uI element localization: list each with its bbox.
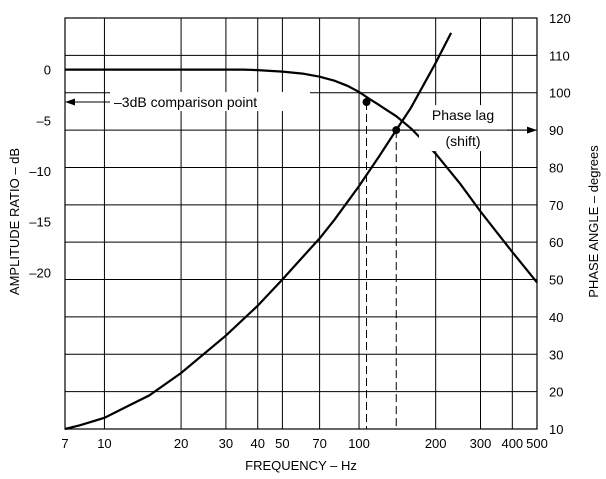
right-tick-label: 70 bbox=[549, 198, 563, 213]
left-tick-label: –15 bbox=[29, 215, 51, 230]
right-tick-label: 40 bbox=[549, 310, 563, 325]
grid-lines bbox=[64, 17, 538, 430]
x-tick-label: 10 bbox=[97, 436, 111, 451]
x-tick-label: 400 bbox=[501, 436, 523, 451]
x-tick-label: 70 bbox=[312, 436, 326, 451]
comparison-point-label: –3dB comparison point bbox=[114, 94, 257, 110]
x-tick-label: 30 bbox=[219, 436, 233, 451]
phase-lag-label: Phase lag bbox=[432, 107, 494, 123]
x-tick-label: 7 bbox=[61, 436, 68, 451]
left-tick-label: –20 bbox=[29, 265, 51, 280]
annotations: –3dB comparison point Phase lag (shift) bbox=[65, 92, 537, 429]
left-tick-label: 0 bbox=[44, 63, 51, 78]
comparison-point-dot bbox=[362, 98, 371, 107]
x-tick-label: 300 bbox=[470, 436, 492, 451]
comparison-label-background bbox=[110, 92, 310, 112]
phase-shift-label: (shift) bbox=[446, 133, 481, 149]
x-tick-label: 200 bbox=[425, 436, 447, 451]
right-tick-labels: 10 20 30 40 50 60 70 80 90 100 110 120 bbox=[549, 11, 571, 437]
phase-label-background bbox=[419, 105, 507, 152]
right-tick-label: 20 bbox=[549, 385, 563, 400]
comparison-arrow-head bbox=[65, 98, 75, 106]
left-tick-label: –5 bbox=[37, 113, 51, 128]
x-axis-label: FREQUENCY – Hz bbox=[245, 458, 357, 473]
plot-frame bbox=[64, 17, 538, 430]
phase-arrow-head bbox=[527, 126, 537, 134]
x-tick-labels: 7 10 20 30 40 50 70 100 200 300 400 500 bbox=[61, 436, 547, 451]
right-axis-label: PHASE ANGLE – degrees bbox=[586, 145, 601, 298]
x-tick-label: 20 bbox=[174, 436, 188, 451]
right-tick-label: 80 bbox=[549, 160, 563, 175]
phase-point-dot bbox=[392, 126, 401, 135]
phase-angle-curve bbox=[64, 32, 453, 431]
right-tick-label: 60 bbox=[549, 235, 563, 250]
x-tick-label: 100 bbox=[348, 436, 370, 451]
right-tick-label: 110 bbox=[549, 48, 570, 63]
right-tick-label: 10 bbox=[549, 422, 563, 437]
amplitude-ratio-curve bbox=[65, 68, 538, 284]
x-tick-label: 500 bbox=[526, 436, 548, 451]
right-tick-label: 120 bbox=[549, 11, 571, 26]
right-tick-label: 50 bbox=[549, 273, 563, 288]
x-tick-label: 40 bbox=[250, 436, 264, 451]
left-tick-labels: 0 –5 –10 –15 –20 bbox=[29, 63, 51, 281]
right-tick-label: 100 bbox=[549, 86, 571, 101]
right-tick-label: 30 bbox=[549, 347, 563, 362]
x-tick-label: 50 bbox=[275, 436, 289, 451]
left-tick-label: –10 bbox=[29, 164, 51, 179]
right-tick-label: 90 bbox=[549, 123, 563, 138]
left-axis-label: AMPLITUDE RATIO – dB bbox=[7, 148, 22, 295]
